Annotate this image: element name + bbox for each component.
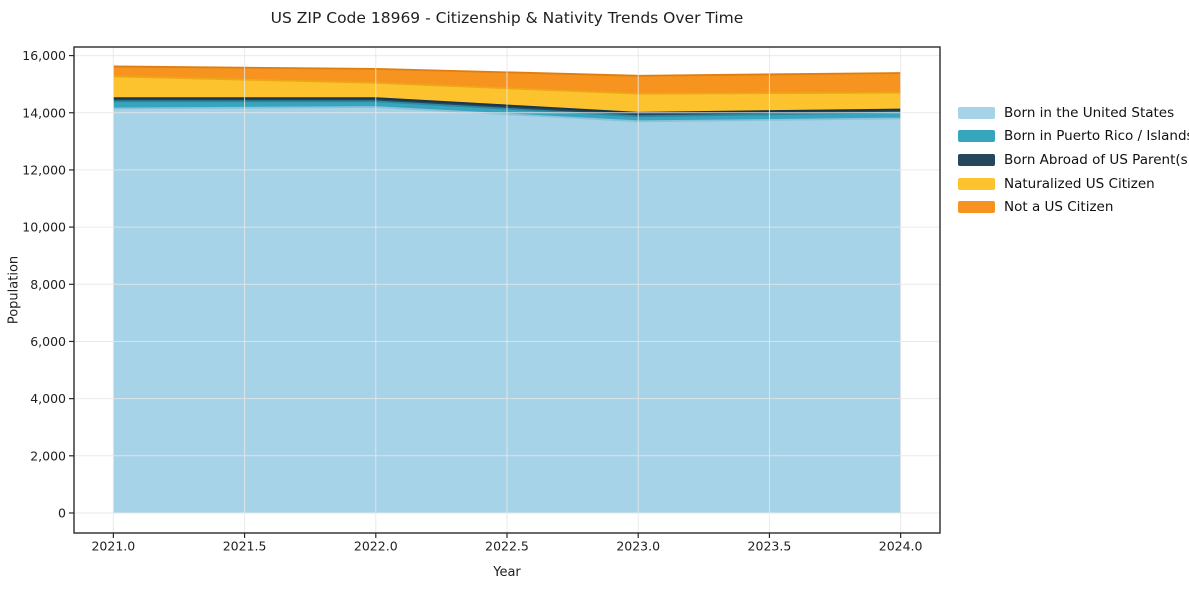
chart-title: US ZIP Code 18969 - Citizenship & Nativi… [270, 9, 744, 27]
legend-label: Born in the United States [1004, 104, 1175, 121]
legend-swatch-not-citizen [958, 201, 995, 214]
x-axis-label: Year [493, 565, 521, 580]
legend-item-born-abroad: Born Abroad of US Parent(s) [958, 148, 1189, 172]
legend-label: Born Abroad of US Parent(s) [1004, 151, 1189, 168]
x-tick-label: 2021.0 [91, 539, 135, 554]
y-tick-label: 10,000 [22, 220, 66, 235]
y-axis-label: Population [6, 255, 22, 325]
legend-item-born-in-us: Born in the United States [958, 101, 1189, 125]
y-tick-label: 2,000 [30, 448, 66, 463]
legend-item-born-pr-islands: Born in Puerto Rico / Islands [958, 125, 1189, 149]
y-tick-label: 12,000 [22, 162, 66, 177]
legend-item-not-citizen: Not a US Citizen [958, 195, 1189, 219]
y-tick-label: 16,000 [22, 48, 66, 63]
x-tick-label: 2022.5 [485, 539, 529, 554]
legend-swatch-born-pr-islands [958, 130, 995, 143]
legend-label: Born in Puerto Rico / Islands [1004, 128, 1189, 145]
x-tick-label: 2023.0 [616, 539, 660, 554]
x-tick-label: 2023.5 [748, 539, 792, 554]
legend-swatch-born-abroad [958, 153, 995, 166]
x-tick-label: 2022.0 [354, 539, 398, 554]
legend-swatch-naturalized [958, 177, 995, 190]
y-tick-label: 14,000 [22, 105, 66, 120]
y-tick-label: 8,000 [30, 277, 66, 292]
legend: Born in the United States Born in Puerto… [958, 101, 1189, 219]
y-tick-label: 6,000 [30, 334, 66, 349]
x-tick-label: 2021.5 [223, 539, 267, 554]
legend-item-naturalized: Naturalized US Citizen [958, 172, 1189, 196]
legend-swatch-born-in-us [958, 106, 995, 119]
legend-label: Naturalized US Citizen [1004, 175, 1155, 192]
y-tick-label: 4,000 [30, 391, 66, 406]
y-tick-label: 0 [58, 505, 66, 520]
legend-label: Not a US Citizen [1004, 199, 1114, 216]
x-tick-label: 2024.0 [879, 539, 923, 554]
